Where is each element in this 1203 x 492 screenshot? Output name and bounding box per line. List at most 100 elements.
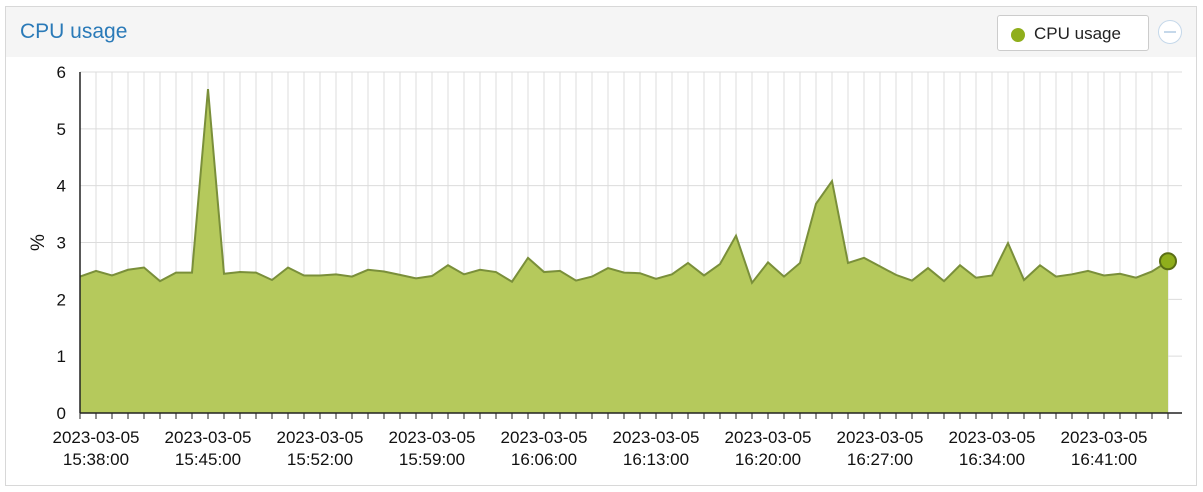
data-point xyxy=(478,268,482,272)
data-point xyxy=(414,276,418,280)
data-point xyxy=(878,264,882,268)
data-point xyxy=(206,87,210,91)
data-point xyxy=(494,270,498,274)
series-area-cpu-usage xyxy=(80,89,1168,414)
x-tick-label-date: 2023-03-05 xyxy=(725,428,812,447)
data-point xyxy=(1134,276,1138,280)
y-axis-title: % xyxy=(28,234,49,251)
data-point xyxy=(798,261,802,265)
x-tick-label-time: 16:27:00 xyxy=(847,450,913,469)
series-line-cpu-usage xyxy=(79,88,1169,285)
x-tick-label-time: 16:34:00 xyxy=(959,450,1025,469)
data-point xyxy=(830,179,834,183)
y-tick-label: 2 xyxy=(57,290,66,309)
x-tick-label-date: 2023-03-05 xyxy=(501,428,588,447)
x-tick-label-date: 2023-03-05 xyxy=(949,428,1036,447)
data-point xyxy=(366,268,370,272)
data-point xyxy=(174,271,178,275)
data-point xyxy=(270,278,274,282)
y-tick-label: 1 xyxy=(57,347,66,366)
data-point xyxy=(526,256,530,260)
legend-label: CPU usage xyxy=(1034,24,1121,43)
data-point xyxy=(446,263,450,267)
x-tick-label-time: 15:38:00 xyxy=(63,450,129,469)
data-point xyxy=(238,270,242,274)
data-point xyxy=(782,275,786,279)
data-point xyxy=(1150,269,1154,273)
x-tick-label-time: 15:52:00 xyxy=(287,450,353,469)
data-point xyxy=(1118,272,1122,276)
data-point xyxy=(350,275,354,279)
x-tick-label-time: 15:45:00 xyxy=(175,450,241,469)
data-point xyxy=(702,273,706,277)
data-point xyxy=(894,273,898,277)
data-point xyxy=(158,279,162,283)
data-point xyxy=(942,279,946,283)
data-point xyxy=(318,273,322,277)
x-tick-label-date: 2023-03-05 xyxy=(53,428,140,447)
y-tick-label: 5 xyxy=(57,120,66,139)
data-point xyxy=(94,269,98,273)
x-tick-label-date: 2023-03-05 xyxy=(165,428,252,447)
x-tick-label-date: 2023-03-05 xyxy=(613,428,700,447)
data-point xyxy=(734,234,738,238)
y-tick-label: 3 xyxy=(57,234,66,253)
data-point xyxy=(1054,275,1058,279)
data-point xyxy=(1086,269,1090,273)
data-point xyxy=(766,260,770,264)
data-point xyxy=(398,273,402,277)
data-point xyxy=(382,269,386,273)
data-point xyxy=(638,271,642,275)
data-point xyxy=(574,279,578,283)
data-point xyxy=(1070,272,1074,276)
data-point xyxy=(110,273,114,277)
minus-circle-icon[interactable] xyxy=(1158,20,1182,44)
data-point xyxy=(1102,273,1106,277)
data-point xyxy=(1006,241,1010,245)
data-point xyxy=(958,263,962,267)
data-point xyxy=(974,276,978,280)
data-point xyxy=(302,273,306,277)
x-tick-label-time: 15:59:00 xyxy=(399,450,465,469)
data-point xyxy=(686,261,690,265)
panel-header: CPU usage CPU usage xyxy=(6,7,1196,57)
panel-title: CPU usage xyxy=(20,20,128,43)
data-point xyxy=(1038,263,1042,267)
data-point xyxy=(142,266,146,270)
y-tick-label: 4 xyxy=(57,177,66,196)
x-tick-label-time: 16:06:00 xyxy=(511,450,577,469)
data-point xyxy=(254,271,258,275)
data-point xyxy=(190,271,194,275)
x-tick-label-date: 2023-03-05 xyxy=(837,428,924,447)
last-point-marker xyxy=(1159,252,1177,271)
data-point xyxy=(462,272,466,276)
data-point xyxy=(606,266,610,270)
y-tick-label: 0 xyxy=(57,404,66,423)
data-point xyxy=(430,274,434,278)
data-point xyxy=(1022,278,1026,282)
data-point xyxy=(334,272,338,276)
data-point xyxy=(622,271,626,275)
legend-toggle-cpu-usage[interactable]: CPU usage xyxy=(997,15,1149,51)
data-point xyxy=(510,280,514,284)
data-point xyxy=(558,269,562,273)
data-point xyxy=(126,268,130,272)
legend-marker-icon xyxy=(1011,28,1025,42)
data-point xyxy=(670,272,674,276)
data-point xyxy=(542,270,546,274)
y-tick-label: 6 xyxy=(57,63,66,82)
data-point xyxy=(750,281,754,285)
x-tick-label-date: 2023-03-05 xyxy=(389,428,476,447)
data-point xyxy=(862,256,866,260)
data-point xyxy=(286,266,290,270)
data-point xyxy=(222,272,226,276)
data-point xyxy=(654,277,658,281)
x-tick-label-time: 16:20:00 xyxy=(735,450,801,469)
data-point xyxy=(910,279,914,283)
data-point xyxy=(990,273,994,277)
data-point xyxy=(926,266,930,270)
data-point xyxy=(590,275,594,279)
data-point xyxy=(814,202,818,206)
data-point xyxy=(846,261,850,265)
